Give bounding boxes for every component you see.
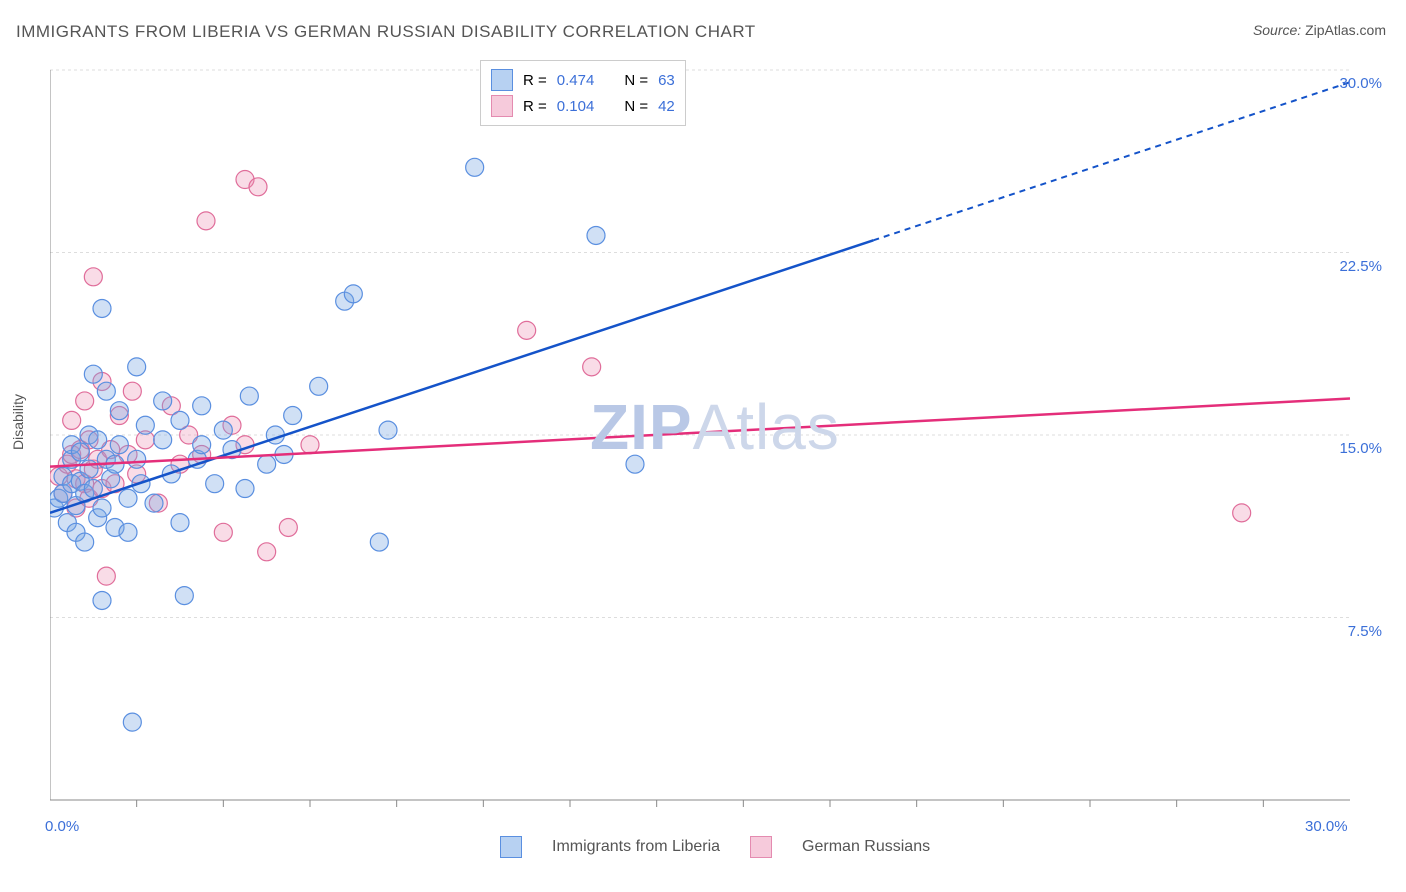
- legend-row-series-1: R = 0.474 N = 63: [491, 67, 675, 93]
- r-label: R =: [523, 72, 547, 89]
- source-name: ZipAtlas.com: [1305, 22, 1386, 38]
- y-tick-label: 30.0%: [1339, 75, 1382, 92]
- legend-swatch-pink: [491, 95, 513, 117]
- r-value: 0.104: [557, 98, 595, 115]
- n-value: 42: [658, 98, 675, 115]
- series-2-name: German Russians: [802, 838, 930, 856]
- y-tick-label: 22.5%: [1339, 258, 1382, 275]
- n-value: 63: [658, 72, 675, 89]
- legend-swatch-blue: [500, 836, 522, 858]
- x-tick-label: 30.0%: [1305, 818, 1348, 835]
- legend-swatch-blue: [491, 69, 513, 91]
- n-label: N =: [624, 72, 648, 89]
- chart-plot-area: ZIPAtlas R = 0.474 N = 63 R = 0.104 N = …: [50, 60, 1390, 820]
- legend-row-series-2: R = 0.104 N = 42: [491, 93, 675, 119]
- legend-swatch-pink: [750, 836, 772, 858]
- y-tick-label: 7.5%: [1348, 623, 1382, 640]
- scatter-chart-svg: [50, 60, 1390, 820]
- y-tick-label: 15.0%: [1339, 440, 1382, 457]
- chart-title: IMMIGRANTS FROM LIBERIA VS GERMAN RUSSIA…: [16, 22, 756, 42]
- legend-series-names: Immigrants from Liberia German Russians: [500, 836, 930, 858]
- r-label: R =: [523, 98, 547, 115]
- source-attribution: Source: ZipAtlas.com: [1253, 22, 1386, 38]
- n-label: N =: [624, 98, 648, 115]
- series-1-name: Immigrants from Liberia: [552, 838, 720, 856]
- x-tick-label: 0.0%: [45, 818, 79, 835]
- y-axis-label: Disability: [10, 394, 26, 450]
- legend-correlations: R = 0.474 N = 63 R = 0.104 N = 42: [480, 60, 686, 126]
- r-value: 0.474: [557, 72, 595, 89]
- source-label: Source:: [1253, 22, 1301, 38]
